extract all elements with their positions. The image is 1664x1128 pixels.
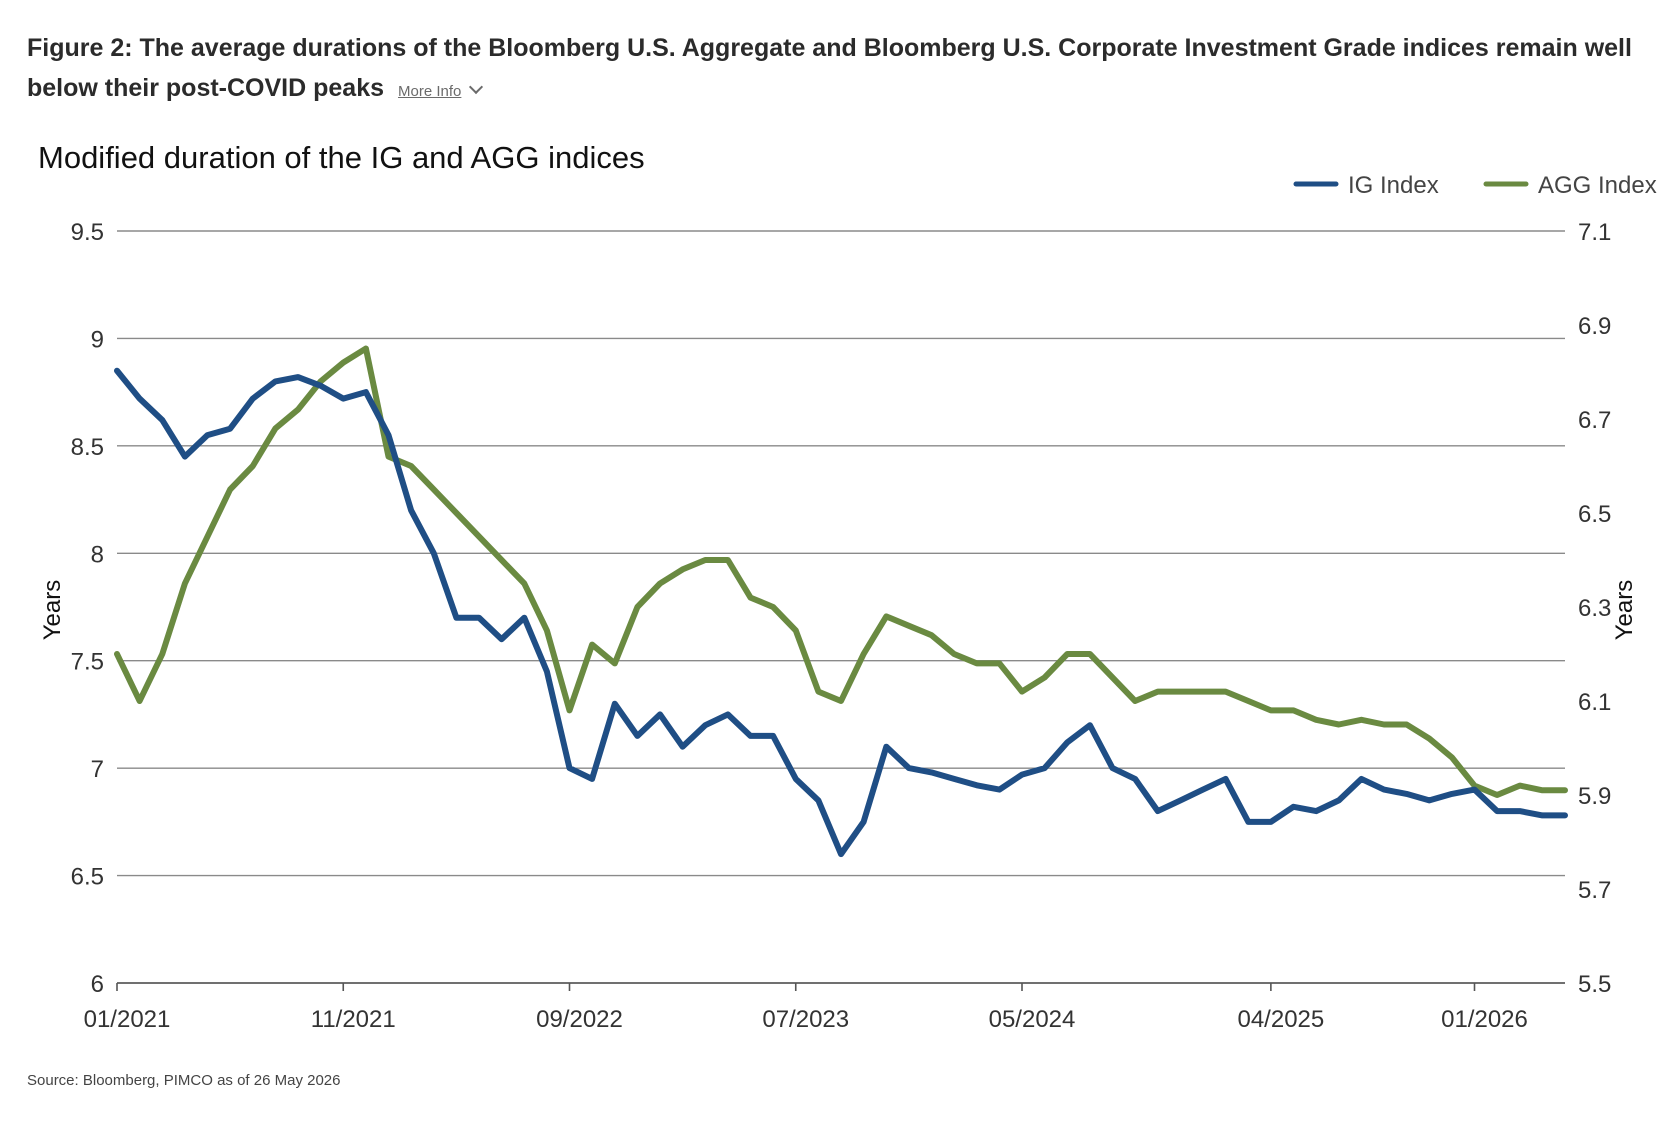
figure-title-text: Figure 2: The average durations of the B… bbox=[27, 34, 1632, 102]
y-axis-label: Years bbox=[39, 580, 66, 641]
y-tick-label: 9.5 bbox=[71, 219, 104, 246]
y2-tick-label: 5.5 bbox=[1578, 971, 1611, 998]
right-axis-ticks: 5.5 5.7 5.9 6.1 6.3 6.5 6.7 6.9 7.1 bbox=[1578, 219, 1611, 998]
y-tick-label: 8.5 bbox=[71, 434, 104, 461]
x-tick-label: 09/2022 bbox=[536, 1006, 623, 1033]
legend-label-agg-index: AGG Index bbox=[1538, 172, 1657, 199]
y-tick-label: 6 bbox=[91, 971, 104, 998]
y2-tick-label: 6.9 bbox=[1578, 313, 1611, 340]
y2-tick-label: 5.9 bbox=[1578, 783, 1611, 810]
y-tick-label: 7.5 bbox=[71, 649, 104, 676]
series-lines bbox=[114, 345, 1568, 858]
y2-tick-label: 6.3 bbox=[1578, 595, 1611, 622]
y2-tick-label: 6.5 bbox=[1578, 501, 1611, 528]
left-axis-ticks: 6 6.5 7 7.5 8 8.5 9 9.5 bbox=[71, 219, 104, 998]
x-tick-label: 01/2021 bbox=[84, 1006, 171, 1033]
y-tick-label: 9 bbox=[91, 326, 104, 353]
y2-tick-label: 7.1 bbox=[1578, 219, 1611, 246]
chart-title: Modified duration of the IG and AGG indi… bbox=[38, 140, 645, 175]
y-tick-label: 8 bbox=[91, 541, 104, 568]
x-axis: 01/2021 11/2021 09/2022 07/2023 05/2024 04/20… bbox=[84, 982, 1565, 1033]
more-info-link[interactable]: More Info bbox=[398, 83, 462, 100]
x-tick-label: 11/2021 bbox=[311, 1006, 396, 1033]
x-tick-label: 05/2024 bbox=[989, 1006, 1076, 1033]
y2-tick-label: 6.1 bbox=[1578, 689, 1611, 716]
legend: IG Index AGG Index bbox=[1293, 172, 1657, 199]
figure-title: Figure 2: The average durations of the B… bbox=[27, 28, 1647, 112]
x-tick-label: 04/2025 bbox=[1237, 1006, 1324, 1033]
y2-axis-label: Years bbox=[1611, 580, 1638, 641]
source-note: Source: Bloomberg, PIMCO as of 26 May 20… bbox=[27, 1072, 341, 1089]
x-tick-label: 01/2026 bbox=[1441, 1006, 1528, 1033]
y-tick-label: 6.5 bbox=[71, 864, 104, 891]
y2-tick-label: 6.7 bbox=[1578, 407, 1611, 434]
legend-label-ig-index: IG Index bbox=[1348, 172, 1439, 199]
series-line-ig-index bbox=[114, 367, 1568, 858]
y2-tick-label: 5.7 bbox=[1578, 877, 1611, 904]
y-tick-label: 7 bbox=[91, 756, 104, 783]
x-tick-label: 07/2023 bbox=[762, 1006, 849, 1033]
gridlines bbox=[117, 230, 1565, 984]
series-line-agg-index bbox=[114, 345, 1568, 798]
